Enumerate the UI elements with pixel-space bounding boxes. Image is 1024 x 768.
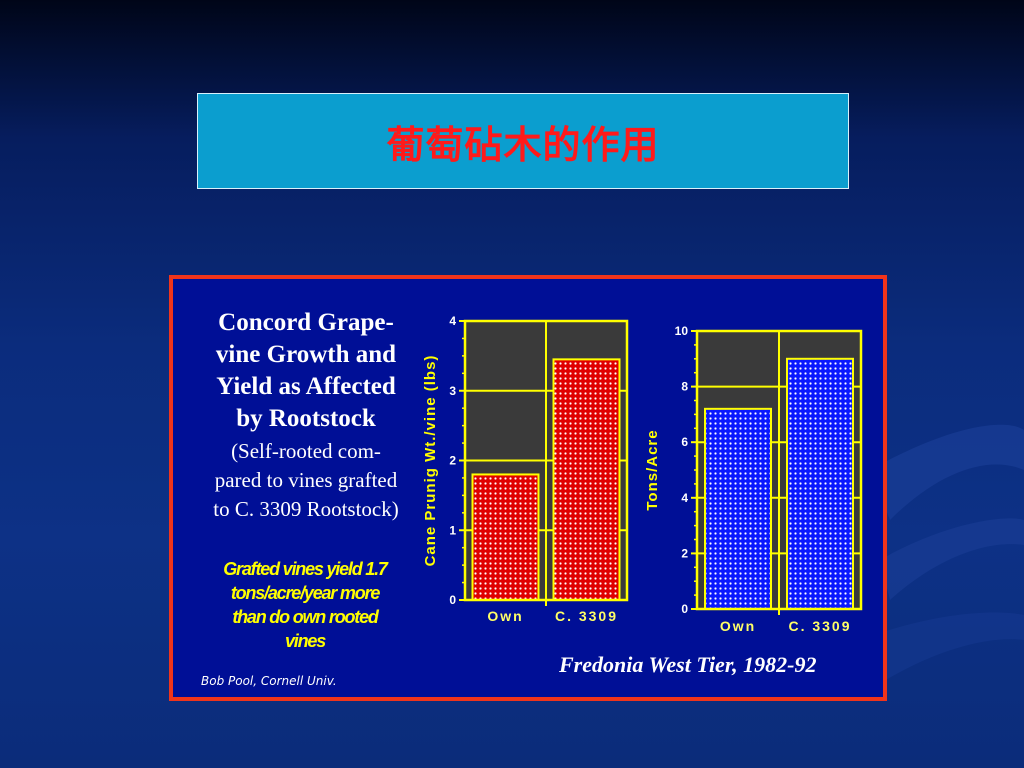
figure-panel: Concord Grape- vine Growth and Yield as … xyxy=(169,275,887,701)
figure-note: Grafted vines yield 1.7 tons/acre/year m… xyxy=(189,557,421,653)
title-box: 葡萄砧木的作用 xyxy=(197,93,849,189)
slide-title: 葡萄砧木的作用 xyxy=(386,122,660,167)
bar xyxy=(704,407,772,610)
figure-note-line: vines xyxy=(284,631,326,651)
figure-subheading: (Self-rooted com- pared to vines grafted… xyxy=(187,437,425,524)
figure-heading-line: vine Growth and xyxy=(215,341,397,368)
x-category-label: C. 3309 xyxy=(555,608,618,624)
cane-weight-chart: 0 1 2 3 4 Own C. 3309 Cane Prunig Wt./vine (lbs… xyxy=(422,314,629,624)
figure-credit: Bob Pool, Cornell Univ. xyxy=(201,674,337,688)
y-tick-label: 0 xyxy=(681,602,688,616)
figure-heading-line: Concord Grape- xyxy=(218,309,394,336)
bar xyxy=(552,358,621,601)
y-axis-label: Tons/Acre xyxy=(644,429,661,510)
y-tick-label: 8 xyxy=(681,380,688,394)
y-tick-label: 3 xyxy=(449,384,456,398)
bar xyxy=(786,357,854,610)
figure-note-line: tons/acre/year more xyxy=(230,583,380,603)
figure-subheading-line: (Self-rooted com- xyxy=(231,439,381,463)
x-category-label: C. 3309 xyxy=(788,618,851,634)
x-category-label: Own xyxy=(487,608,523,624)
figure-subheading-line: to C. 3309 Rootstock) xyxy=(213,497,399,521)
figure-heading: Concord Grape- vine Growth and Yield as … xyxy=(191,307,421,435)
y-tick-label: 4 xyxy=(681,491,688,505)
y-tick-label: 6 xyxy=(681,435,688,449)
y-tick-label: 1 xyxy=(449,523,456,537)
y-tick-label: 2 xyxy=(681,546,688,560)
y-tick-label: 10 xyxy=(675,324,689,338)
plot-frame xyxy=(463,319,629,602)
figure-source: Fredonia West Tier, 1982-92 xyxy=(559,652,817,677)
figure-note-line: than do own rooted xyxy=(232,607,379,627)
figure-heading-line: by Rootstock xyxy=(236,405,376,432)
bar xyxy=(471,473,540,601)
plot-frame xyxy=(695,329,863,611)
figure-subheading-line: pared to vines grafted xyxy=(214,468,398,492)
y-tick-label: 0 xyxy=(449,593,456,607)
figure-note-line: Grafted vines yield 1.7 xyxy=(223,559,388,579)
yield-chart: 0 2 4 6 8 10 Own C. 3309 Tons/Acre xyxy=(644,324,863,634)
y-tick-label: 2 xyxy=(449,454,456,468)
x-category-label: Own xyxy=(720,618,756,634)
y-axis-label: Cane Prunig Wt./vine (lbs) xyxy=(422,355,439,567)
figure-heading-line: Yield as Affected xyxy=(216,373,396,400)
y-tick-label: 4 xyxy=(449,314,456,328)
